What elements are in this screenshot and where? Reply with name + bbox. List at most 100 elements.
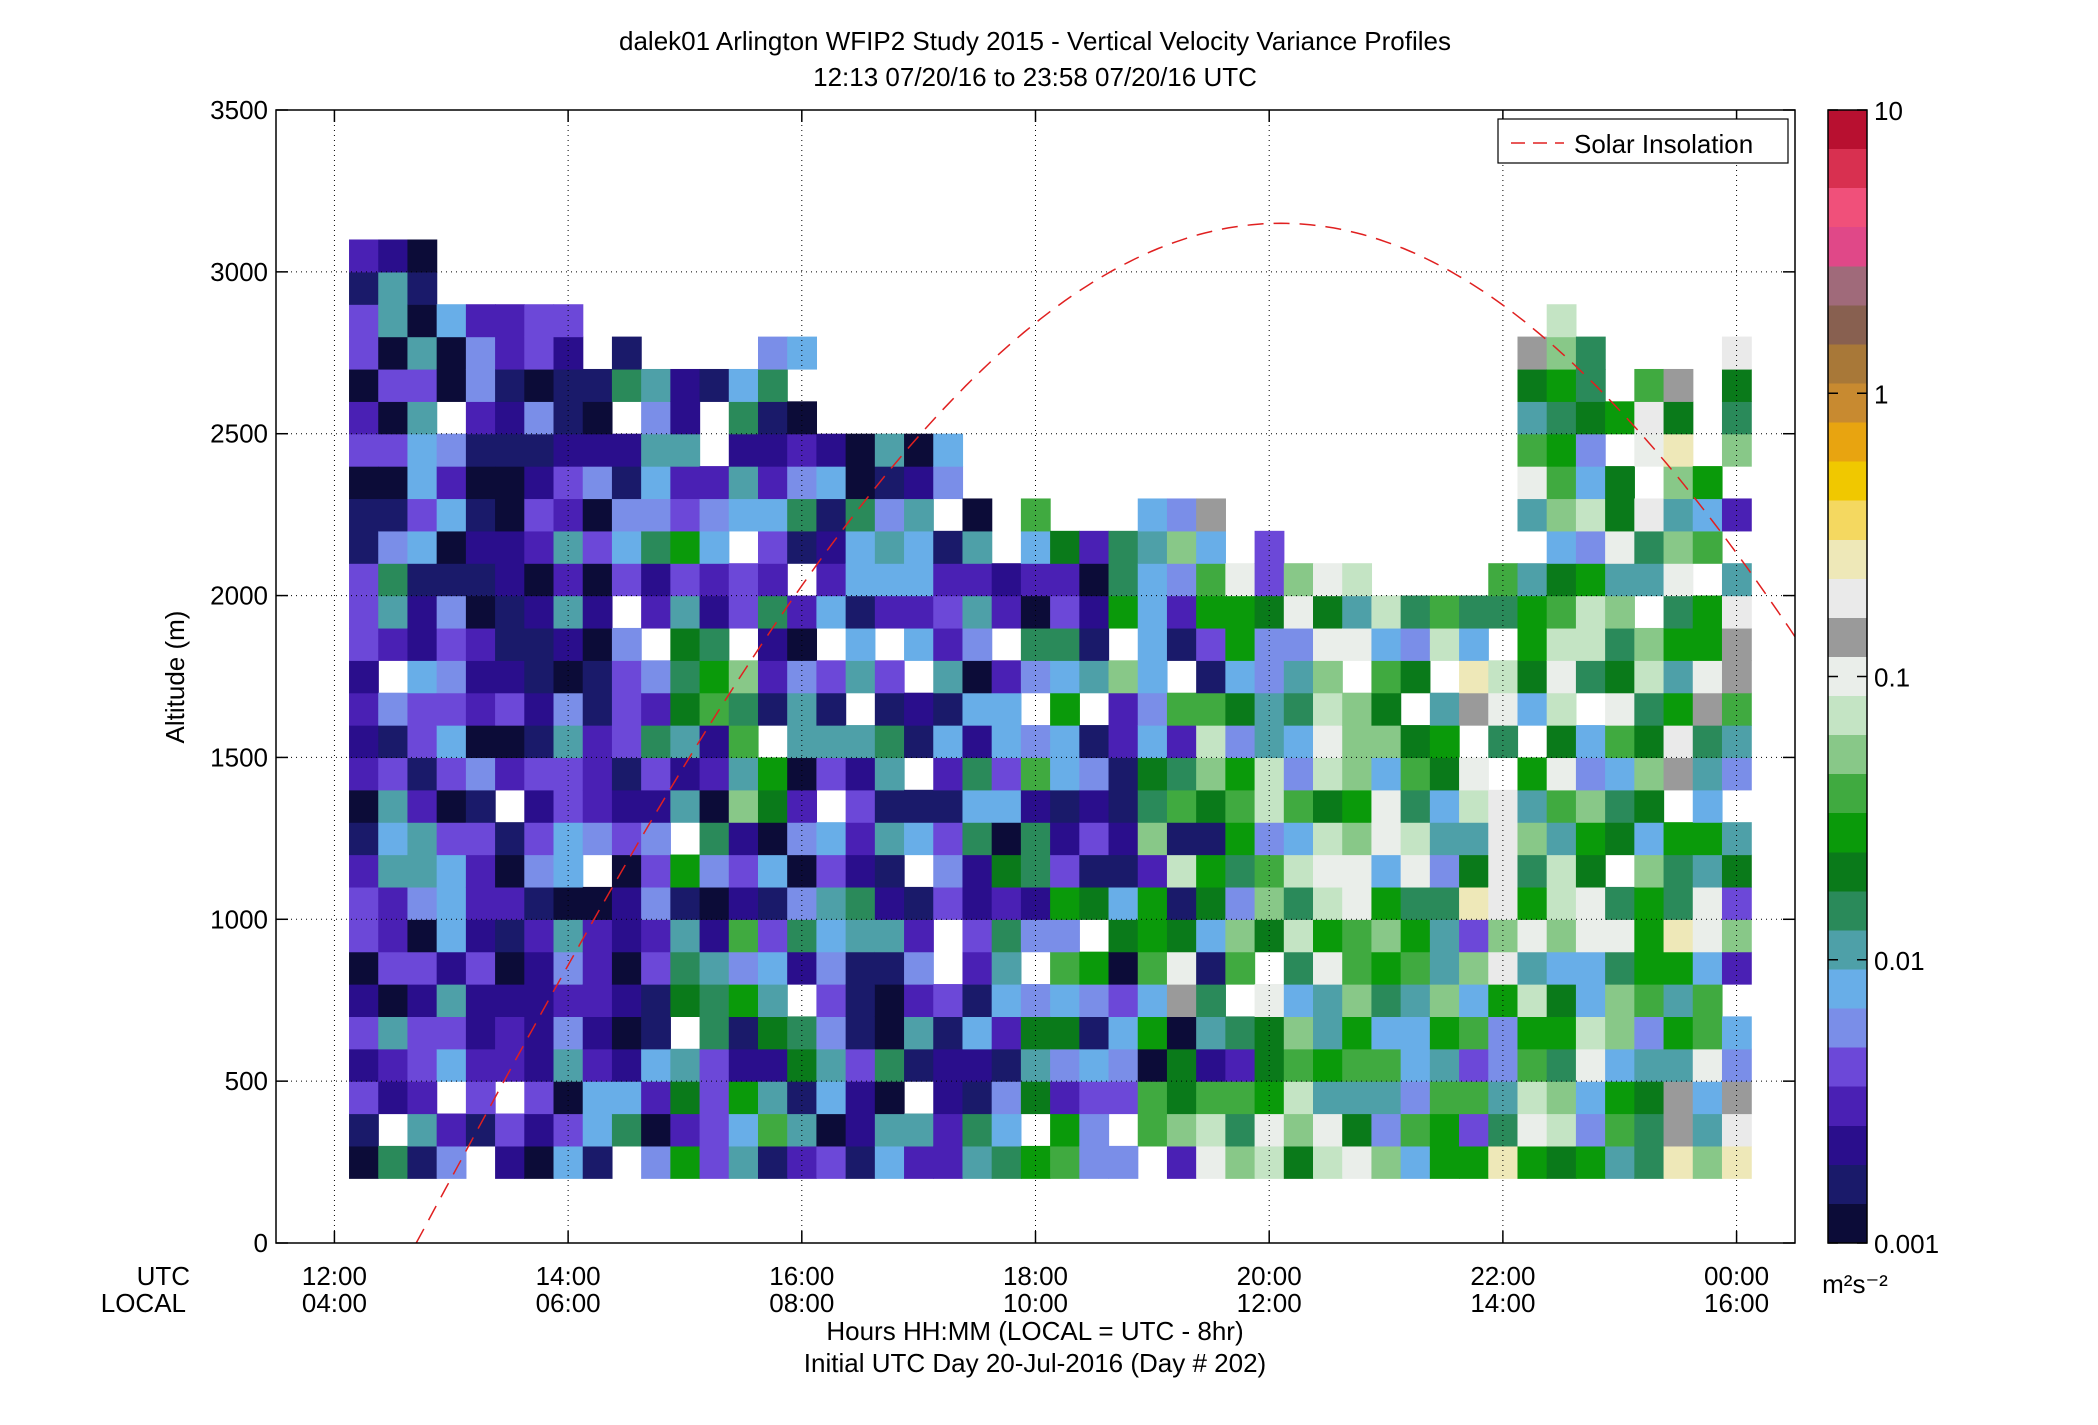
variance-cell xyxy=(1108,563,1139,597)
variance-cell xyxy=(1634,1048,1665,1082)
variance-cell xyxy=(904,1145,934,1179)
variance-cell xyxy=(874,660,905,694)
variance-cell xyxy=(641,1016,671,1050)
variance-cell xyxy=(1313,692,1343,726)
variance-cell xyxy=(465,563,496,597)
variance-cell xyxy=(1692,660,1723,694)
variance-cell xyxy=(1371,886,1402,920)
variance-cell xyxy=(495,854,525,888)
variance-cell xyxy=(1108,660,1139,694)
variance-cell xyxy=(1254,822,1285,856)
variance-cell xyxy=(1313,919,1343,953)
variance-cell xyxy=(1605,466,1635,500)
variance-cell xyxy=(933,563,964,597)
variance-cell xyxy=(962,498,993,532)
variance-cell xyxy=(524,433,555,467)
variance-cell xyxy=(1721,886,1752,920)
variance-cell xyxy=(1108,919,1139,953)
variance-cell xyxy=(1459,595,1489,629)
variance-cell xyxy=(641,951,671,985)
variance-cell xyxy=(407,1113,438,1147)
variance-cell xyxy=(933,433,964,467)
variance-cell xyxy=(1517,1145,1548,1179)
variance-cell xyxy=(524,466,555,500)
variance-cell xyxy=(1488,1016,1519,1050)
x-row-label-utc: UTC xyxy=(137,1261,190,1291)
variance-cell xyxy=(524,757,555,791)
variance-cell xyxy=(436,692,467,726)
variance-cell xyxy=(465,1016,496,1050)
variance-cell xyxy=(524,401,555,435)
variance-cell xyxy=(933,1081,964,1115)
variance-cell xyxy=(378,239,409,273)
variance-cell xyxy=(933,530,964,564)
variance-cell xyxy=(1459,854,1489,888)
variance-cell xyxy=(349,1113,379,1147)
variance-cell xyxy=(787,401,818,435)
variance-cell xyxy=(1517,336,1548,370)
variance-cell xyxy=(728,563,759,597)
variance-cell xyxy=(1283,660,1314,694)
variance-cell xyxy=(349,692,379,726)
variance-cell xyxy=(1575,1016,1606,1050)
variance-cell xyxy=(407,1145,438,1179)
variance-cell xyxy=(1459,789,1489,823)
variance-cell xyxy=(904,919,934,953)
variance-cell xyxy=(670,433,701,467)
variance-cell xyxy=(1342,1016,1373,1050)
variance-cell xyxy=(1108,854,1139,888)
variance-cell xyxy=(1605,886,1635,920)
variance-cell xyxy=(524,725,555,759)
variance-cell xyxy=(1050,951,1080,985)
variance-cell xyxy=(1225,789,1256,823)
variance-cell xyxy=(1283,692,1314,726)
variance-cell xyxy=(1575,660,1606,694)
variance-cell xyxy=(378,498,409,532)
variance-cell xyxy=(349,401,379,435)
variance-cell xyxy=(1196,1016,1226,1050)
variance-cell xyxy=(874,822,905,856)
variance-cell xyxy=(933,1048,964,1082)
variance-cell xyxy=(1692,951,1723,985)
variance-cell xyxy=(611,757,642,791)
variance-cell xyxy=(378,725,409,759)
variance-cell xyxy=(1137,498,1168,532)
variance-cell xyxy=(1546,401,1577,435)
variance-cell xyxy=(1050,1113,1080,1147)
variance-cell xyxy=(699,757,730,791)
variance-cell xyxy=(1692,1145,1723,1179)
variance-cell xyxy=(495,692,525,726)
variance-cell xyxy=(1342,563,1373,597)
variance-cell xyxy=(1546,1113,1577,1147)
variance-cell xyxy=(1692,984,1723,1017)
y-tick-label: 500 xyxy=(225,1066,268,1096)
variance-cell xyxy=(1459,757,1489,791)
variance-cell xyxy=(1429,789,1460,823)
variance-cell xyxy=(378,919,409,953)
variance-cell xyxy=(495,304,525,338)
variance-cell xyxy=(1663,854,1694,888)
variance-cell xyxy=(1254,757,1285,791)
variance-cell xyxy=(1400,595,1431,629)
variance-cell xyxy=(1108,1145,1139,1179)
variance-cell xyxy=(436,757,467,791)
variance-cell xyxy=(728,886,759,920)
variance-cell xyxy=(1020,886,1051,920)
variance-cell xyxy=(1459,886,1489,920)
variance-cell xyxy=(1634,854,1665,888)
variance-cell xyxy=(816,919,847,953)
x-tick-label-utc: 14:00 xyxy=(536,1261,601,1291)
variance-cell xyxy=(699,1145,730,1179)
variance-cell xyxy=(1488,1113,1519,1147)
variance-cell xyxy=(1371,984,1402,1017)
variance-cell xyxy=(1400,627,1431,661)
variance-cell xyxy=(553,563,584,597)
variance-cell xyxy=(787,336,818,370)
variance-cell xyxy=(1020,563,1051,597)
variance-cell xyxy=(1634,1145,1665,1179)
variance-cell xyxy=(611,725,642,759)
variance-cell xyxy=(757,466,788,500)
variance-cell xyxy=(1459,692,1489,726)
variance-cell xyxy=(1721,336,1752,370)
variance-cell xyxy=(407,789,438,823)
